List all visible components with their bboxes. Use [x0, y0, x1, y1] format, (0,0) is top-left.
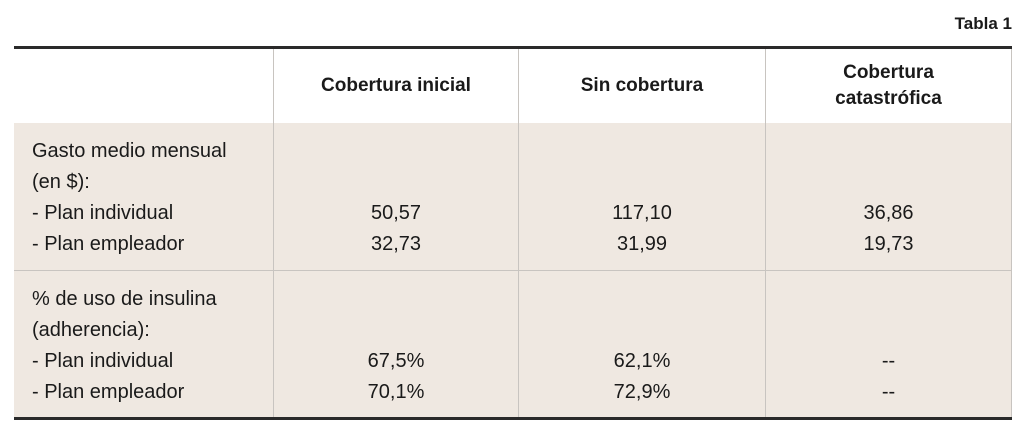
value-individual: 117,10 — [612, 202, 672, 224]
cell-cobertura-inicial: 67,5% 70,1% — [273, 271, 518, 417]
value-individual: 62,1% — [613, 350, 671, 372]
header-empty — [14, 49, 273, 123]
value-individual: 67,5% — [367, 350, 425, 372]
label-line: - Plan individual — [32, 202, 174, 224]
label-line: - Plan empleador — [32, 233, 185, 255]
table-row-insulina: % de uso de insulina (adherencia): - Pla… — [14, 270, 1012, 417]
value-empleador: 19,73 — [863, 233, 914, 255]
cell-cobertura-catastrofica: 36,86 19,73 — [765, 123, 1012, 270]
table-caption: Tabla 1 — [954, 14, 1012, 33]
label-line: (adherencia): — [32, 319, 150, 341]
label-line: % de uso de insulina — [32, 288, 217, 310]
label-line: (en $): — [32, 171, 90, 193]
cell-sin-cobertura: 117,10 31,99 — [518, 123, 765, 270]
row-label: % de uso de insulina (adherencia): - Pla… — [14, 271, 273, 417]
cell-sin-cobertura: 62,1% 72,9% — [518, 271, 765, 417]
value-empleador: 70,1% — [367, 381, 425, 403]
cell-cobertura-catastrofica: -- -- — [765, 271, 1012, 417]
label-line: - Plan individual — [32, 350, 174, 372]
value-empleador: 31,99 — [616, 233, 668, 255]
header-sin-cobertura: Sin cobertura — [518, 49, 765, 123]
value-empleador: -- — [881, 381, 896, 403]
header-cobertura-catastrofica: Cobertura catastrófica — [765, 49, 1012, 123]
header-line: Cobertura — [843, 62, 934, 83]
value-individual: 50,57 — [370, 202, 422, 224]
row-label: Gasto medio mensual (en $): - Plan indiv… — [14, 123, 273, 270]
value-empleador: 32,73 — [370, 233, 422, 255]
header-cobertura-inicial: Cobertura inicial — [273, 49, 518, 123]
label-line: - Plan empleador — [32, 381, 185, 403]
table-header-row: Cobertura inicial Sin cobertura Cobertur… — [14, 49, 1012, 123]
value-individual: -- — [881, 350, 896, 372]
value-individual: 36,86 — [863, 202, 914, 224]
cell-cobertura-inicial: 50,57 32,73 — [273, 123, 518, 270]
data-table: Cobertura inicial Sin cobertura Cobertur… — [14, 46, 1012, 420]
label-line: Gasto medio mensual — [32, 140, 227, 162]
value-empleador: 72,9% — [613, 381, 671, 403]
table-row-gasto: Gasto medio mensual (en $): - Plan indiv… — [14, 123, 1012, 270]
header-line: catastrófica — [835, 88, 942, 109]
